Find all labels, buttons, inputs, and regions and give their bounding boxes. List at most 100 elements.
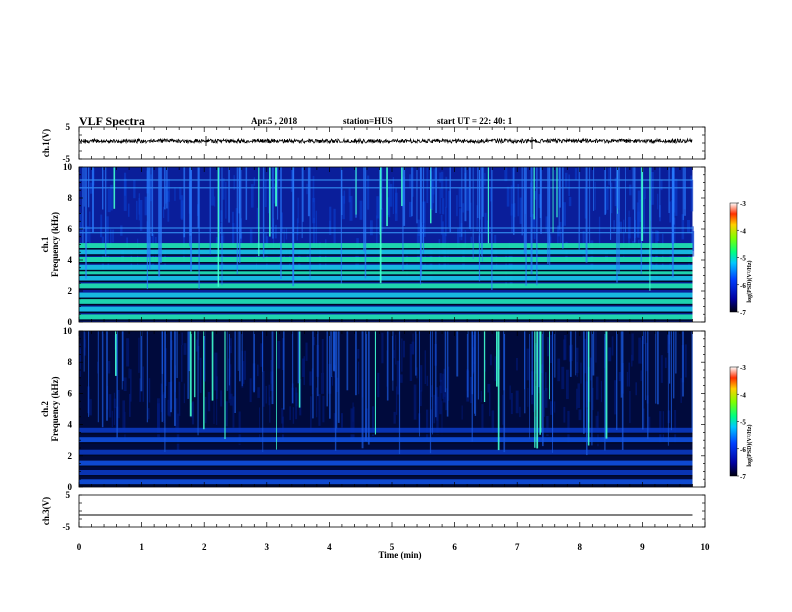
noise-streak: [120, 225, 123, 236]
sferic: [307, 167, 310, 217]
noise-streak: [358, 361, 360, 395]
sferic: [174, 331, 176, 426]
sferic: [101, 331, 104, 428]
noise-streak: [139, 200, 143, 231]
noise-streak: [85, 226, 89, 242]
noise-streak: [532, 214, 535, 228]
noise-streak: [462, 203, 465, 213]
noise-streak: [112, 229, 114, 243]
noise-streak: [424, 350, 426, 384]
emission-band: [79, 298, 693, 304]
noise-streak: [395, 386, 398, 415]
noise-streak: [598, 216, 601, 251]
noise-streak: [216, 389, 218, 425]
sferic: [241, 331, 243, 387]
sferic: [432, 331, 433, 435]
sferic: [558, 167, 561, 208]
sferic: [670, 331, 672, 431]
sferic: [525, 167, 527, 286]
sferic: [549, 331, 550, 400]
sferic: [365, 331, 367, 442]
noise-streak: [174, 187, 176, 201]
noise-streak: [643, 331, 645, 344]
noise-streak: [122, 400, 125, 430]
noise-streak: [527, 388, 529, 407]
noise-streak: [439, 188, 441, 214]
colorbar-tick-label: -3: [740, 364, 746, 372]
sferic: [262, 331, 263, 372]
noise-streak: [341, 413, 343, 428]
noise-streak: [623, 219, 625, 257]
sferic: [548, 167, 550, 246]
noise-streak: [684, 344, 687, 378]
band-gap: [79, 269, 693, 272]
noise-streak: [502, 394, 504, 425]
noise-streak: [494, 356, 496, 381]
noise-streak: [333, 413, 336, 432]
sferic: [481, 167, 482, 257]
noise-streak: [484, 212, 487, 233]
noise-streak: [519, 406, 521, 418]
sferic: [340, 167, 342, 284]
x-tick-label: 1: [139, 542, 144, 552]
noise-streak: [568, 174, 570, 197]
noise-streak: [690, 179, 694, 212]
ch1-waveform-ylabel: ch.1(V): [41, 129, 51, 157]
noise-streak: [420, 390, 422, 407]
sferic: [524, 331, 526, 414]
noise-streak: [533, 191, 537, 200]
noise-streak: [614, 380, 617, 415]
noise-streak: [568, 196, 572, 207]
noise-streak: [543, 390, 545, 417]
sferic: [605, 331, 608, 439]
noise-streak: [376, 196, 379, 219]
sferic: [691, 331, 693, 432]
sferic: [616, 167, 618, 283]
colorbar-tick-label: -5: [740, 255, 746, 263]
noise-streak: [559, 221, 562, 249]
sferic: [547, 167, 549, 264]
sferic: [258, 167, 260, 257]
hum-line: [79, 227, 693, 229]
noise-streak: [554, 401, 556, 413]
noise-streak: [546, 416, 549, 436]
sferic: [668, 167, 670, 213]
noise-streak: [680, 378, 682, 403]
noise-streak: [295, 392, 298, 407]
sferic: [411, 167, 413, 217]
noise-streak: [687, 220, 690, 233]
noise-streak: [643, 188, 646, 199]
noise-streak: [142, 366, 144, 402]
noise-streak: [469, 376, 473, 404]
noise-streak: [350, 408, 354, 440]
noise-streak: [436, 396, 439, 435]
sferic: [269, 167, 271, 237]
sferic: [552, 167, 554, 233]
sferic: [331, 331, 333, 377]
sferic: [160, 167, 162, 263]
noise-streak: [256, 207, 258, 228]
noise-streak: [629, 391, 631, 424]
sferic: [482, 167, 484, 217]
emission-band: [79, 460, 693, 466]
noise-streak: [545, 216, 548, 232]
sferic: [641, 167, 644, 241]
noise-streak: [631, 354, 633, 367]
ch1-spectrogram-ylabel: Frequency (kHz): [50, 212, 60, 277]
emission-band: [79, 306, 693, 312]
sferic: [667, 331, 669, 446]
sferic: [237, 331, 239, 371]
sferic: [534, 331, 536, 448]
sferic: [146, 331, 148, 423]
sferic: [589, 167, 591, 244]
noise-streak: [426, 167, 429, 203]
y-tick-label: 8: [68, 193, 73, 203]
sferic: [204, 331, 206, 382]
sferic: [435, 331, 437, 418]
sferic: [682, 331, 684, 397]
sferic: [341, 167, 343, 215]
sferic: [472, 167, 474, 259]
noise-streak: [626, 371, 629, 387]
sferic: [105, 167, 107, 257]
noise-streak: [690, 175, 693, 187]
